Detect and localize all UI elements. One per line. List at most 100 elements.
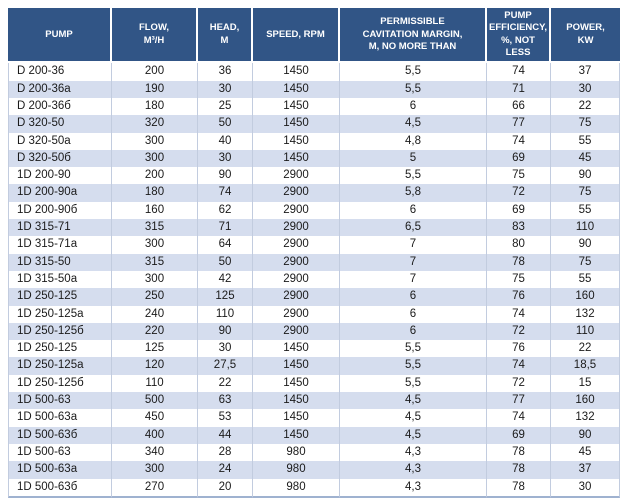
value-cell: 64 [198,236,253,254]
value-cell: 30 [198,340,253,358]
pump-name-cell: 1D 250-125a [8,305,112,323]
value-cell: 2900 [253,288,340,306]
value-cell: 66 [487,97,551,116]
value-cell: 30 [551,80,620,98]
pump-name-cell: 1D 500-63 [8,443,112,462]
value-cell: 110 [551,219,620,237]
value-cell: 4,3 [340,461,487,479]
table-row: 1D 200-90б 160 62 2900 6 69 55 [8,201,620,220]
value-cell: 5,5 [340,357,487,375]
value-cell: 83 [487,219,551,237]
value-cell: 90 [551,426,620,444]
pump-name-cell: 1D 500-63б [8,426,112,444]
value-cell: 18,5 [551,357,620,375]
value-cell: 45 [551,443,620,462]
value-cell: 40 [198,132,253,150]
value-cell: 50 [198,253,253,271]
pump-name-cell: 1D 315-50a [8,270,112,289]
pump-name-cell: 1D 500-63б [8,478,112,498]
value-cell: 160 [551,288,620,306]
column-header-1: FLOW, M³/H [112,8,198,64]
value-cell: 90 [551,236,620,254]
value-cell: 300 [112,132,198,150]
value-cell: 77 [487,392,551,410]
value-cell: 190 [112,80,198,98]
pump-specs-table: PUMP FLOW, M³/H HEAD, M SPEED, RPM PERMISSIB… [8,8,620,498]
value-cell: 200 [112,167,198,185]
value-cell: 30 [198,149,253,168]
value-cell: 71 [487,80,551,98]
value-cell: 2900 [253,236,340,254]
value-cell: 7 [340,253,487,271]
table-row: 1D 500-63 340 28 980 4,3 78 45 [8,443,620,462]
value-cell: 55 [551,201,620,220]
value-cell: 4,5 [340,426,487,444]
pump-name-cell: 1D 315-50 [8,253,112,271]
table-row: 1D 500-63a 450 53 1450 4,5 74 132 [8,409,620,427]
value-cell: 2900 [253,253,340,271]
value-cell: 72 [487,322,551,341]
value-cell: 125 [198,288,253,306]
column-header-5: PUMP EFFICIENCY, %, NOT LESS [487,8,551,64]
pump-name-cell: 1D 200-90 [8,167,112,185]
value-cell: 30 [551,478,620,498]
value-cell: 7 [340,236,487,254]
table-row: 1D 500-63б 270 20 980 4,3 78 30 [8,478,620,498]
value-cell: 1450 [253,115,340,133]
value-cell: 6,5 [340,219,487,237]
value-cell: 28 [198,443,253,462]
pump-name-cell: 1D 500-63a [8,409,112,427]
value-cell: 1450 [253,97,340,116]
pump-name-cell: D 200-36a [8,80,112,98]
pump-name-cell: D 320-50a [8,132,112,150]
table-row: 1D 250-125a 240 110 2900 6 74 132 [8,305,620,323]
value-cell: 20 [198,478,253,498]
value-cell: 5,5 [340,63,487,81]
value-cell: 132 [551,409,620,427]
value-cell: 5,5 [340,80,487,98]
value-cell: 69 [487,201,551,220]
value-cell: 75 [551,184,620,202]
table-row: D 320-50 320 50 1450 4,5 77 75 [8,115,620,133]
column-header-3: SPEED, RPM [253,8,340,64]
value-cell: 90 [198,167,253,185]
table-row: D 200-36a 190 30 1450 5,5 71 30 [8,80,620,98]
value-cell: 80 [487,236,551,254]
table-row: D 200-36 200 36 1450 5,5 74 37 [8,63,620,81]
table-header: PUMP FLOW, M³/H HEAD, M SPEED, RPM PERMISSIB… [8,8,620,64]
value-cell: 71 [198,219,253,237]
pump-name-cell: 1D 500-63 [8,392,112,410]
table-row: 1D 500-63б 400 44 1450 4,5 69 90 [8,426,620,444]
pump-name-cell: D 200-36 [8,63,112,81]
value-cell: 240 [112,305,198,323]
value-cell: 78 [487,253,551,271]
pump-name-cell: D 200-36б [8,97,112,116]
table-row: 1D 250-125 250 125 2900 6 76 160 [8,288,620,306]
table-row: 1D 250-125б 110 22 1450 5,5 72 15 [8,374,620,393]
value-cell: 2900 [253,184,340,202]
value-cell: 180 [112,97,198,116]
value-cell: 76 [487,288,551,306]
value-cell: 74 [487,409,551,427]
value-cell: 62 [198,201,253,220]
value-cell: 4,3 [340,478,487,498]
value-cell: 30 [198,80,253,98]
value-cell: 4,5 [340,409,487,427]
pump-specs-table-container: PUMP FLOW, M³/H HEAD, M SPEED, RPM PERMISSIB… [8,8,620,498]
table-body: D 200-36 200 36 1450 5,5 74 37 D 200-36a 190 30 14… [8,63,620,498]
table-row: 1D 200-90 200 90 2900 5,5 75 90 [8,167,620,185]
value-cell: 320 [112,115,198,133]
value-cell: 75 [551,115,620,133]
value-cell: 24 [198,461,253,479]
value-cell: 74 [198,184,253,202]
value-cell: 315 [112,253,198,271]
pump-name-cell: 1D 250-125 [8,288,112,306]
value-cell: 75 [551,253,620,271]
value-cell: 160 [112,201,198,220]
value-cell: 110 [198,305,253,323]
value-cell: 300 [112,270,198,289]
pump-name-cell: 1D 250-125a [8,357,112,375]
column-header-6: POWER, KW [551,8,620,64]
value-cell: 78 [487,478,551,498]
value-cell: 400 [112,426,198,444]
